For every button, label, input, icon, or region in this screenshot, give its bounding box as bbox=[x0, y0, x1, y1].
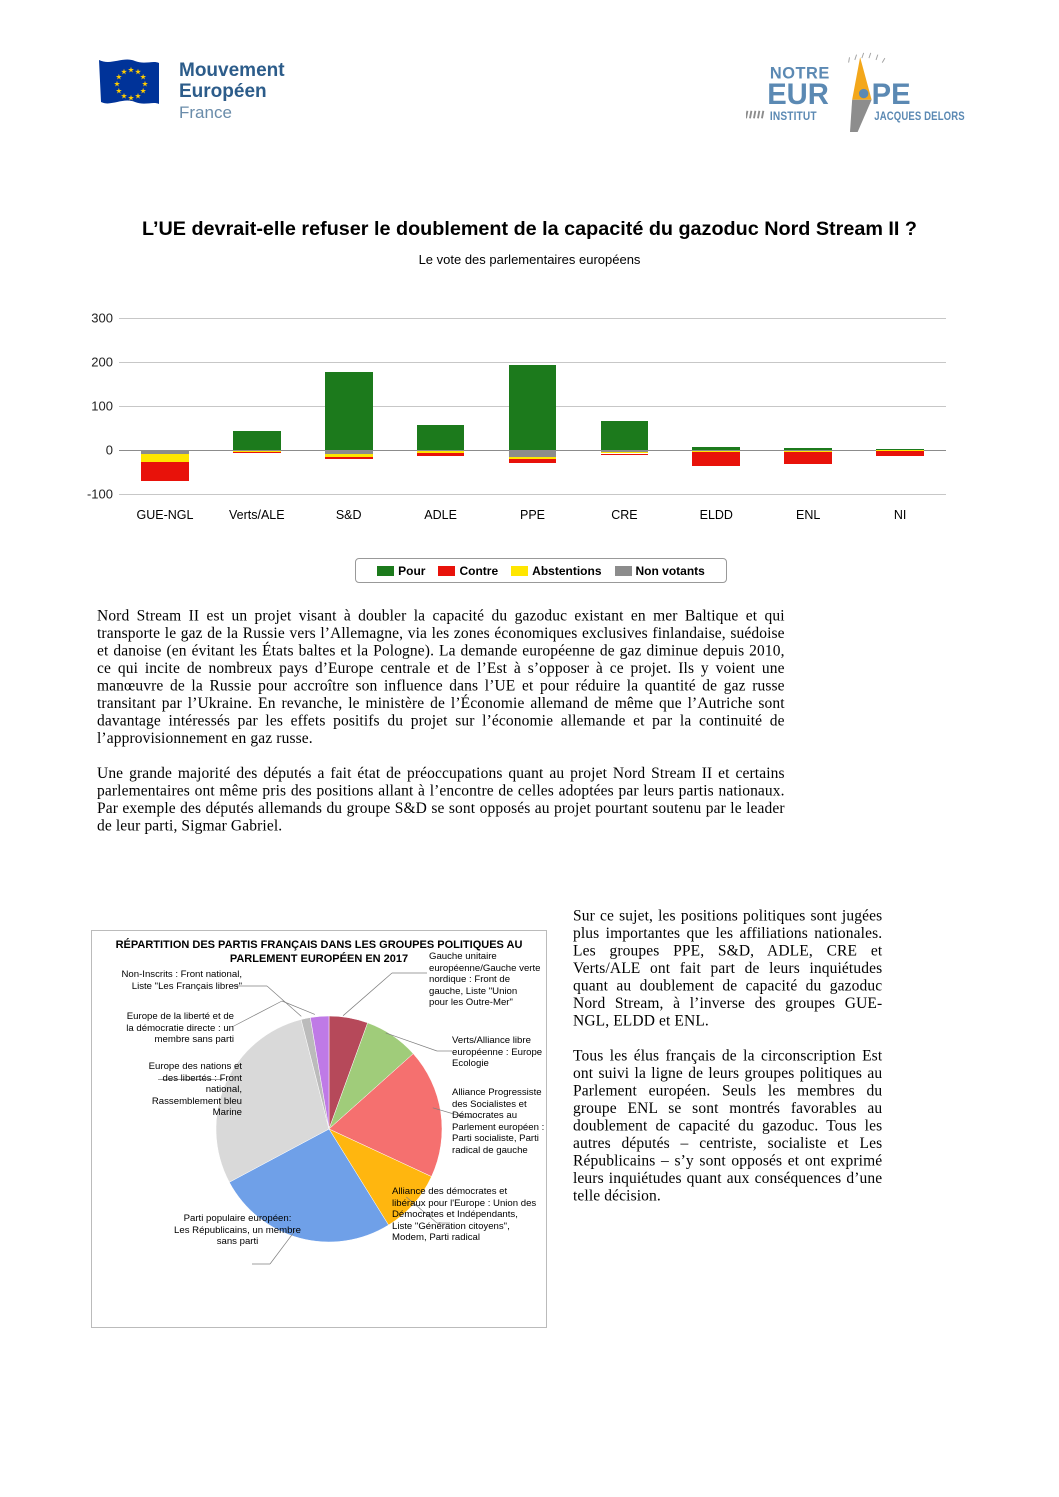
svg-text:EUR: EUR bbox=[767, 79, 829, 111]
svg-text:INSTITUT: INSTITUT bbox=[770, 110, 817, 123]
svg-text:JACQUES DELORS: JACQUES DELORS bbox=[874, 110, 964, 123]
svg-text:PE: PE bbox=[872, 79, 911, 111]
